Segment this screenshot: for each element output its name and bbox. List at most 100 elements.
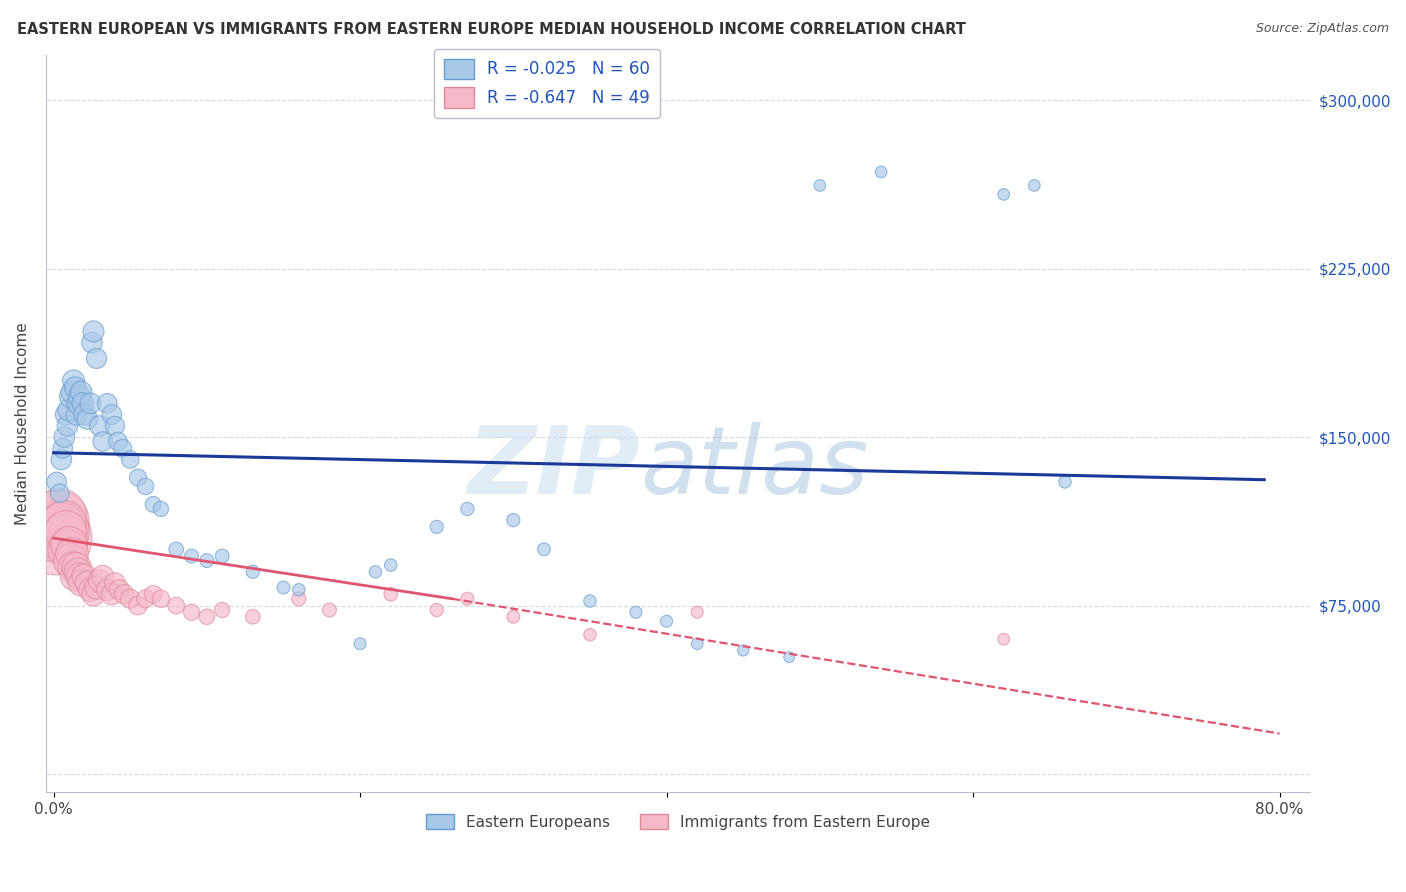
Point [533,542,555,557]
Point [456,591,478,606]
Point [67,565,90,579]
Point [45,475,67,489]
Point [211,603,233,617]
Text: atlas: atlas [640,422,869,513]
Point [44,531,66,545]
Point [273,581,295,595]
Point [69,390,91,404]
Legend: Eastern Europeans, Immigrants from Eastern Europe: Eastern Europeans, Immigrants from Easte… [420,807,936,836]
Point [195,553,218,567]
Point [242,565,264,579]
Point [655,614,678,628]
Point [108,582,131,597]
Point [318,603,340,617]
Point [120,591,142,606]
Point [288,591,311,606]
Point [120,452,142,467]
Point [502,609,524,624]
Point [73,408,96,422]
Point [56,418,79,433]
Point [96,396,118,410]
Point [51,452,73,467]
Point [242,609,264,624]
Point [59,553,82,567]
Point [135,591,157,606]
Point [65,408,87,422]
Point [808,178,831,193]
Point [364,565,387,579]
Point [82,587,104,601]
Point [82,325,104,339]
Point [127,470,149,484]
Point [89,574,111,588]
Point [127,599,149,613]
Point [107,434,129,449]
Text: Source: ZipAtlas.com: Source: ZipAtlas.com [1256,22,1389,36]
Point [101,587,124,601]
Point [56,542,79,557]
Point [426,520,449,534]
Point [49,508,72,523]
Point [165,542,187,557]
Point [149,591,172,606]
Point [79,396,101,410]
Point [135,479,157,493]
Point [993,632,1015,647]
Point [55,524,77,539]
Point [70,576,93,591]
Point [58,538,80,552]
Point [349,637,371,651]
Point [993,187,1015,202]
Point [180,549,202,563]
Point [86,581,108,595]
Point [52,442,75,456]
Point [101,408,124,422]
Point [195,609,218,624]
Point [380,558,402,572]
Point [62,374,84,388]
Point [52,531,75,545]
Point [51,520,73,534]
Point [180,605,202,619]
Point [46,524,69,539]
Point [59,390,82,404]
Point [211,549,233,563]
Point [165,599,187,613]
Point [49,486,72,500]
Point [149,502,172,516]
Point [142,587,165,601]
Text: EASTERN EUROPEAN VS IMMIGRANTS FROM EASTERN EUROPE MEDIAN HOUSEHOLD INCOME CORRE: EASTERN EUROPEAN VS IMMIGRANTS FROM EAST… [17,22,966,37]
Point [65,560,87,574]
Point [53,430,76,444]
Point [778,650,800,665]
Point [67,396,90,410]
Point [63,381,86,395]
Point [426,603,449,617]
Point [91,434,114,449]
Point [73,569,96,583]
Point [55,408,77,422]
Point [80,335,103,350]
Point [686,605,709,619]
Point [60,547,83,561]
Point [112,587,135,601]
Point [63,569,86,583]
Point [70,385,93,400]
Point [69,569,91,583]
Text: ZIP: ZIP [467,422,640,514]
Point [624,605,647,619]
Point [288,582,311,597]
Point [104,418,127,433]
Point [870,165,893,179]
Point [142,497,165,511]
Point [91,569,114,583]
Point [60,385,83,400]
Point [79,582,101,597]
Point [45,516,67,530]
Point [502,513,524,527]
Point [380,587,402,601]
Point [76,576,98,591]
Point [86,351,108,366]
Point [76,412,98,426]
Point [1024,178,1046,193]
